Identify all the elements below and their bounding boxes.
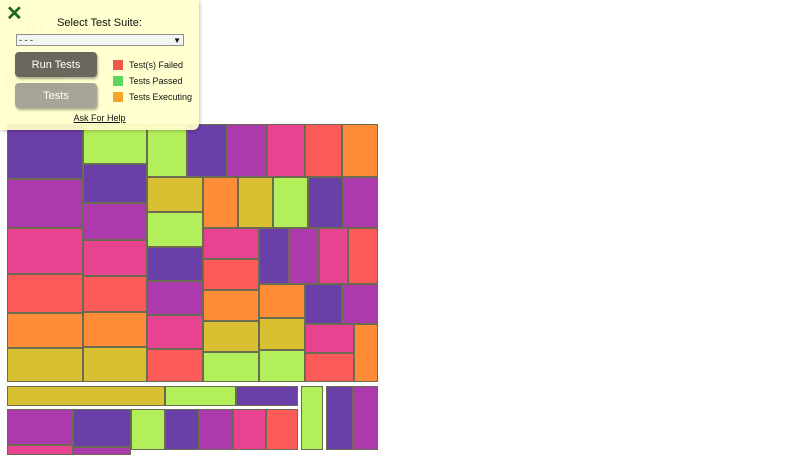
treemap-tile[interactable] [259,228,289,284]
tests-button[interactable]: Tests [15,83,97,108]
treemap-tile[interactable] [259,350,305,382]
legend-item-executing: Tests Executing [113,89,192,105]
treemap-tile[interactable] [83,164,147,203]
treemap-tile[interactable] [354,324,378,382]
treemap-tile[interactable] [326,386,353,450]
treemap-tile[interactable] [233,409,266,450]
treemap-tile[interactable] [147,124,187,177]
treemap-tile[interactable] [83,312,147,347]
test-runner-panel: ✕ Select Test Suite: - - - ▼ Run Tests T… [0,0,199,130]
treemap-tile[interactable] [7,445,73,455]
treemap-tile[interactable] [203,352,259,382]
treemap-tile[interactable] [147,281,203,315]
treemap-tile[interactable] [203,321,259,352]
treemap-tile[interactable] [83,203,147,240]
legend-label: Test(s) Failed [129,60,184,70]
treemap-tile[interactable] [7,313,83,348]
treemap-tile[interactable] [203,259,259,290]
treemap-tile[interactable] [7,409,73,445]
treemap-tile[interactable] [259,284,305,318]
failed-swatch-icon [113,60,123,70]
legend: Test(s) Failed Tests Passed Tests Execut… [113,57,192,105]
treemap-tile[interactable] [342,284,378,324]
treemap-tile[interactable] [236,386,298,406]
treemap-tile[interactable] [319,228,348,284]
close-icon[interactable]: ✕ [6,3,23,25]
treemap-tile[interactable] [147,349,203,382]
treemap-tile[interactable] [83,240,147,276]
treemap-tile[interactable] [83,124,147,164]
treemap-tile[interactable] [238,177,273,228]
legend-label: Tests Passed [129,76,183,86]
treemap-tile[interactable] [343,177,378,228]
treemap-tile[interactable] [342,124,378,177]
treemap-tile[interactable] [199,409,233,450]
treemap-tile[interactable] [227,124,267,177]
treemap-tile[interactable] [305,353,354,382]
treemap-tile[interactable] [305,124,342,177]
suite-selected-value: - - - [19,35,33,45]
legend-label: Tests Executing [129,92,193,102]
treemap-tile[interactable] [73,447,131,455]
treemap-tile[interactable] [203,177,238,228]
chevron-down-icon: ▼ [173,35,181,45]
legend-item-passed: Tests Passed [113,73,192,89]
treemap-tile[interactable] [83,347,147,382]
treemap-tile[interactable] [267,124,305,177]
treemap-tile[interactable] [203,228,259,259]
passed-swatch-icon [113,76,123,86]
treemap-tile[interactable] [203,290,259,321]
treemap-tile[interactable] [73,409,131,447]
treemap-tile[interactable] [147,247,203,281]
treemap-tile[interactable] [187,124,227,177]
treemap-tile[interactable] [353,386,378,450]
test-suite-select[interactable]: - - - ▼ [16,34,184,46]
ask-for-help-link[interactable]: Ask For Help [73,113,126,123]
treemap-tile[interactable] [7,179,83,228]
treemap-tile[interactable] [289,228,319,284]
treemap-tile[interactable] [259,318,305,350]
treemap-tile[interactable] [147,177,203,212]
executing-swatch-icon [113,92,123,102]
suite-label: Select Test Suite: [57,17,142,29]
treemap-tile[interactable] [147,212,203,247]
legend-item-failed: Test(s) Failed [113,57,192,73]
treemap-tile[interactable] [7,228,83,274]
treemap-tile[interactable] [7,386,165,406]
treemap-tile[interactable] [305,324,354,353]
treemap-tile[interactable] [266,409,298,450]
treemap-tile[interactable] [147,315,203,349]
treemap-tile[interactable] [348,228,378,284]
treemap-tile[interactable] [7,348,83,382]
treemap-tile[interactable] [305,284,342,324]
treemap-tile[interactable] [308,177,343,228]
treemap-tile[interactable] [83,276,147,312]
treemap-tile[interactable] [273,177,308,228]
treemap-tile[interactable] [165,409,199,450]
run-tests-button[interactable]: Run Tests [15,52,97,77]
treemap-tile[interactable] [131,409,165,450]
treemap-tile[interactable] [7,274,83,313]
treemap-tile[interactable] [301,386,323,450]
treemap-tile[interactable] [7,124,83,179]
treemap-tile[interactable] [165,386,236,406]
